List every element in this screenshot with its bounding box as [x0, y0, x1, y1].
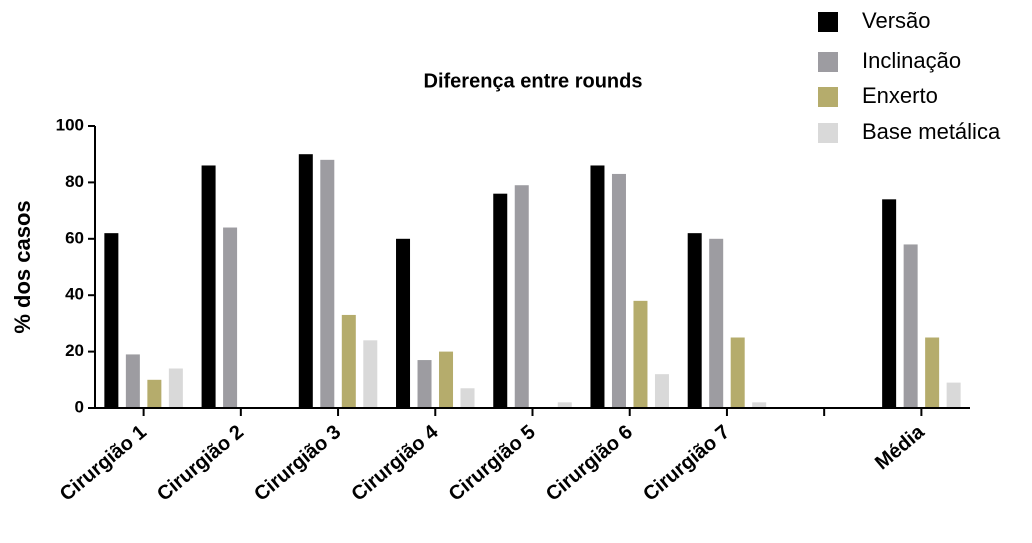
bar [460, 388, 475, 408]
legend-label: Enxerto [862, 83, 938, 108]
y-tick-label: 100 [56, 115, 84, 134]
bar [557, 402, 572, 408]
bar [439, 351, 454, 408]
bar [633, 300, 648, 408]
bar [223, 227, 238, 408]
bar [493, 193, 508, 408]
x-tick-label: Cirurgião 2 [153, 421, 248, 506]
x-tick-label: Cirurgião 7 [639, 421, 734, 506]
x-tick-label: Cirurgião 3 [250, 421, 345, 506]
x-tick-label: Cirurgião 4 [347, 420, 443, 505]
bar [611, 173, 626, 408]
bar [104, 233, 119, 408]
legend-swatch [818, 12, 838, 32]
legend-swatch [818, 123, 838, 143]
bar [590, 165, 605, 408]
x-tick-label: Cirurgião 6 [542, 421, 637, 506]
x-tick-label: Cirurgião 1 [56, 421, 151, 506]
bar [417, 360, 432, 408]
y-tick-label: 80 [65, 172, 84, 191]
bar [654, 374, 669, 408]
chart-title: Diferença entre rounds [424, 70, 643, 92]
y-tick-label: 20 [65, 341, 84, 360]
x-tick-label: Cirurgião 5 [445, 421, 540, 506]
bar [925, 337, 940, 408]
legend-label: Inclinação [862, 48, 961, 73]
y-tick-label: 60 [65, 228, 84, 247]
bar [147, 379, 162, 408]
bar [125, 354, 140, 408]
legend-label: Versão [862, 8, 931, 33]
legend-swatch [818, 87, 838, 107]
y-tick-label: 40 [65, 285, 84, 304]
legend-swatch [818, 52, 838, 72]
bar [396, 238, 411, 408]
bar [946, 382, 961, 408]
legend-label: Base metálica [862, 119, 1001, 144]
bar [363, 340, 378, 408]
bar [687, 233, 702, 408]
y-tick-label: 0 [75, 397, 84, 416]
bar [201, 165, 216, 408]
y-axis-label: % dos casos [10, 200, 35, 333]
bar [168, 368, 183, 408]
bar [903, 244, 918, 408]
x-tick-label: Média [871, 420, 929, 474]
bar [730, 337, 745, 408]
bar [514, 185, 529, 408]
bar [709, 238, 724, 408]
bar [752, 402, 767, 408]
bar [341, 314, 356, 408]
bar [320, 159, 335, 408]
bar [882, 199, 897, 408]
bar [298, 154, 313, 408]
